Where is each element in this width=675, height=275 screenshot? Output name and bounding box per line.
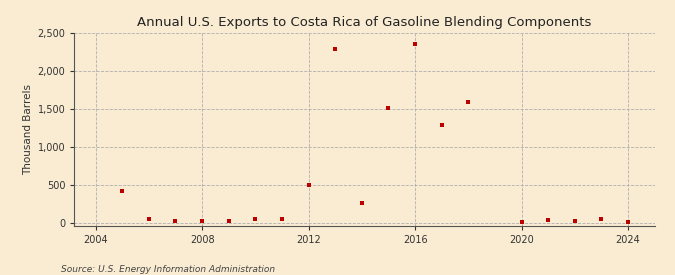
- Point: [623, 219, 634, 224]
- Point: [330, 47, 341, 51]
- Title: Annual U.S. Exports to Costa Rica of Gasoline Blending Components: Annual U.S. Exports to Costa Rica of Gas…: [137, 16, 592, 29]
- Point: [277, 217, 288, 221]
- Point: [410, 42, 421, 47]
- Point: [463, 100, 474, 104]
- Point: [383, 105, 394, 110]
- Point: [223, 219, 234, 223]
- Text: Source: U.S. Energy Information Administration: Source: U.S. Energy Information Administ…: [61, 265, 275, 274]
- Point: [170, 219, 181, 223]
- Point: [596, 217, 607, 221]
- Point: [516, 220, 527, 225]
- Point: [117, 189, 128, 193]
- Point: [570, 218, 580, 223]
- Y-axis label: Thousand Barrels: Thousand Barrels: [23, 84, 33, 175]
- Point: [143, 217, 154, 222]
- Point: [543, 218, 554, 222]
- Point: [356, 200, 367, 205]
- Point: [196, 219, 207, 224]
- Point: [303, 183, 314, 187]
- Point: [63, 172, 74, 176]
- Point: [436, 123, 447, 127]
- Point: [250, 217, 261, 221]
